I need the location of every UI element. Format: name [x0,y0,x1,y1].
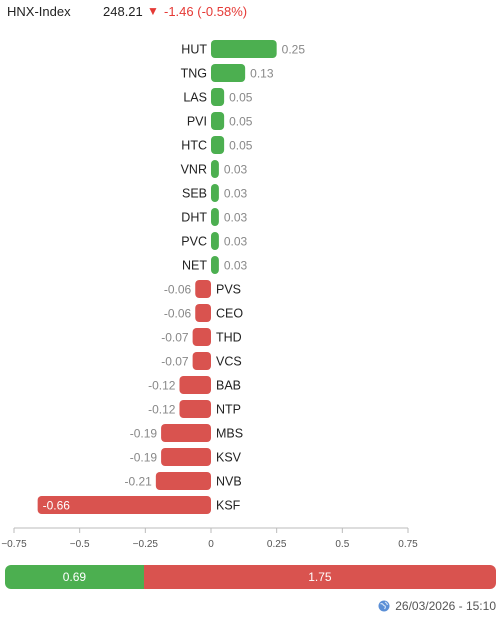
value-label: -0.66 [43,499,71,513]
positive-total-segment: 0.69 [5,565,144,589]
impact-bar-chart: HUT 0.25 TNG 0.13 LAS 0.05 PVI 0.05 HTC 0.05 VNR 0.… [1,40,418,550]
bar-vnr [211,160,219,178]
negative-total-segment: 1.75 [143,565,496,589]
value-label: 0.03 [224,235,248,249]
value-label: 0.05 [229,91,253,105]
category-label: PVC [181,235,207,249]
globe-icon [378,600,390,612]
bar-vcs [192,352,211,370]
value-label: 0.25 [282,43,306,57]
bar-las [211,88,225,106]
bar-seb [211,184,219,202]
value-label: -0.07 [161,331,189,345]
bar-ceo [195,304,211,322]
category-label: HTC [181,139,207,153]
x-tick-label: 0.25 [267,539,287,550]
bar-tng [211,64,246,82]
value-label: -0.12 [148,403,176,417]
x-tick-label: −0.5 [70,539,90,550]
value-label: 0.13 [250,67,274,81]
value-label: 0.03 [224,259,248,273]
bar-ntp [179,400,211,418]
value-label: 0.05 [229,139,253,153]
x-tick-label: −0.75 [1,539,27,550]
category-label: KSF [216,499,241,513]
value-label: -0.19 [130,427,158,441]
category-label: KSV [216,451,242,465]
bar-mbs [161,424,211,442]
bar-pvs [195,280,211,298]
bar-htc [211,136,225,154]
value-label: 0.05 [229,115,253,129]
category-label: NET [182,259,207,273]
footer: 26/03/2026 - 15:10 [378,599,496,613]
category-label: BAB [216,379,241,393]
x-tick-label: −0.25 [133,539,159,550]
bar-pvi [211,112,225,130]
value-label: 0.03 [224,211,248,225]
bar-net [211,256,219,274]
value-label: -0.07 [161,355,189,369]
category-label: HUT [181,43,207,57]
bar-hut [211,40,277,58]
category-label: PVI [187,115,207,129]
positive-total-label: 0.69 [62,570,87,584]
value-label: -0.21 [124,475,152,489]
x-tick-label: 0 [208,539,214,550]
value-label: -0.06 [164,307,192,321]
category-label: NVB [216,475,242,489]
bar-pvc [211,232,219,250]
category-label: CEO [216,307,243,321]
down-arrow-icon: ▼ [147,4,159,18]
category-label: VCS [216,355,242,369]
index-name: HNX-Index [7,4,71,19]
timestamp: 26/03/2026 - 15:10 [395,599,496,613]
negative-total-label: 1.75 [308,570,332,584]
value-label: -0.06 [164,283,192,297]
bar-dht [211,208,219,226]
category-label: PVS [216,283,241,297]
index-header: HNX-Index 248.21 ▼ -1.46 (-0.58%) [7,4,247,19]
bar-ksv [161,448,211,466]
x-tick-label: 0.75 [398,539,418,550]
category-label: MBS [216,427,243,441]
value-label: -0.12 [148,379,176,393]
breadth-summary-bar: 0.69 1.75 [5,565,496,589]
category-label: TNG [181,67,207,81]
index-change: -1.46 (-0.58%) [164,4,248,19]
x-tick-label: 0.5 [335,539,349,550]
category-label: NTP [216,403,241,417]
category-label: SEB [182,187,207,201]
index-value: 248.21 [103,4,143,19]
category-label: THD [216,331,242,345]
bar-ksf [37,496,211,514]
bar-nvb [155,472,211,490]
bar-bab [179,376,211,394]
value-label: 0.03 [224,163,248,177]
value-label: -0.19 [130,451,158,465]
category-label: DHT [181,211,207,225]
category-label: LAS [183,91,207,105]
value-label: 0.03 [224,187,248,201]
category-label: VNR [181,163,207,177]
bar-thd [192,328,211,346]
